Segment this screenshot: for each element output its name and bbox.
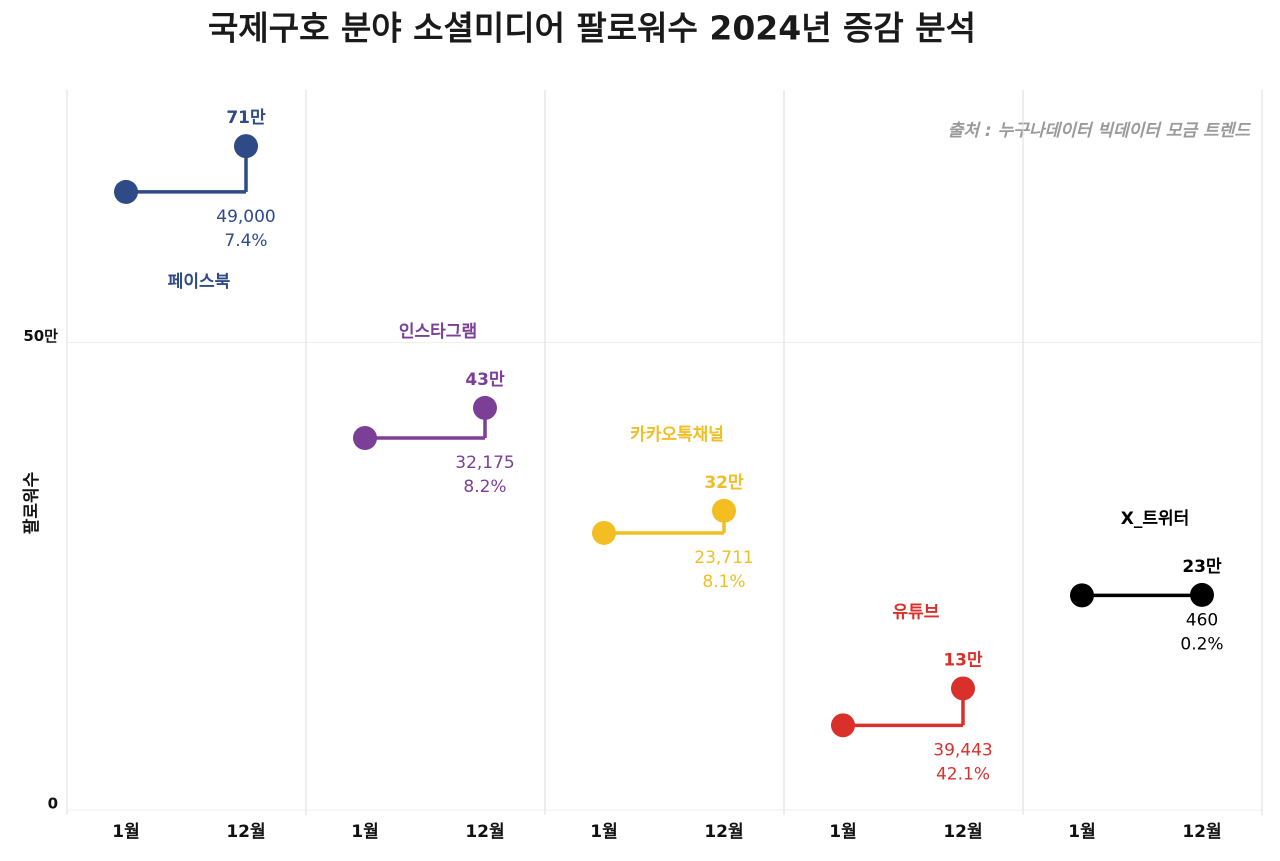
- legend-label: 페이스북: [168, 272, 231, 292]
- dot-start: [114, 179, 138, 204]
- value-label: 23만: [1182, 557, 1222, 577]
- change-pct-label: 7.4%: [224, 231, 267, 251]
- dot-start: [831, 713, 855, 738]
- value-label: 32만: [704, 473, 744, 493]
- x-tick-label: 1월: [1068, 822, 1095, 842]
- dot-start: [353, 426, 377, 451]
- x-tick-label: 12월: [226, 822, 265, 842]
- chart-title: 국제구호 분야 소셜미디어 팔로워수 2024년 증감 분석: [208, 9, 976, 48]
- dot-end: [951, 676, 975, 701]
- dot-start: [1070, 583, 1094, 608]
- change-pct-label: 42.1%: [936, 764, 990, 784]
- value-label: 43만: [465, 370, 505, 390]
- change-label: 39,443: [933, 740, 992, 760]
- x-tick-label: 1월: [590, 822, 617, 842]
- change-label: 460: [1186, 610, 1218, 630]
- x-tick-label: 12월: [943, 822, 982, 842]
- change-label: 49,000: [216, 207, 275, 227]
- value-label: 13만: [943, 650, 983, 670]
- legend-label: X_트위터: [1121, 509, 1190, 529]
- dot-end: [234, 134, 258, 159]
- change-pct-label: 0.2%: [1180, 634, 1223, 654]
- dot-end: [473, 395, 497, 420]
- x-tick-label: 12월: [704, 822, 743, 842]
- value-label: 71만: [226, 108, 266, 128]
- change-label: 23,711: [694, 548, 753, 568]
- x-tick-label: 12월: [465, 822, 504, 842]
- y-tick-label: 0: [48, 795, 58, 813]
- dot-start: [592, 520, 616, 545]
- y-axis-label: 팔로워수: [22, 471, 42, 534]
- source-note: 출처 : 누구나데이터 빅데이터 모금 트렌드: [948, 121, 1252, 141]
- legend-label: 카카오톡채널: [630, 425, 724, 445]
- legend-label: 유튜브: [893, 602, 940, 622]
- dot-end: [712, 498, 736, 523]
- legend-label: 인스타그램: [399, 322, 477, 342]
- x-tick-label: 1월: [351, 822, 378, 842]
- y-tick-label: 50만: [23, 327, 58, 345]
- x-tick-label: 1월: [112, 822, 139, 842]
- x-tick-label: 12월: [1182, 822, 1221, 842]
- dot-end: [1190, 582, 1214, 607]
- change-label: 32,175: [455, 453, 514, 473]
- change-pct-label: 8.1%: [702, 572, 745, 592]
- x-tick-label: 1월: [829, 822, 856, 842]
- change-pct-label: 8.2%: [463, 477, 506, 497]
